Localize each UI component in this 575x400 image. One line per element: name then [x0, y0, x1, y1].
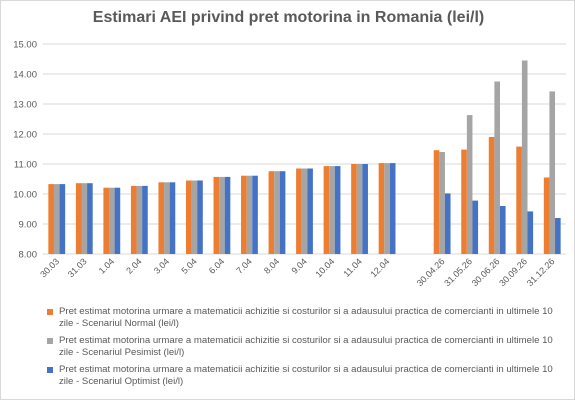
bar-pesimist — [329, 166, 335, 254]
bar-optimist — [197, 180, 203, 254]
x-tick-label: 30.04.26 — [415, 256, 447, 288]
bar-pesimist — [466, 115, 473, 254]
bar-optimist — [224, 176, 231, 254]
bar-pesimist — [109, 187, 115, 254]
legend-item-pesimist: Pret estimat motorina urmare a matematic… — [47, 335, 569, 359]
bar-optimist — [114, 187, 121, 254]
x-tick-label: 31.12.26 — [525, 256, 557, 288]
x-tick-label: 6.04 — [207, 256, 226, 275]
chart-title: Estimari AEI privind pret motorina in Ro… — [92, 9, 485, 26]
bar-normal — [185, 180, 192, 254]
bar-normal — [488, 137, 495, 254]
bar-normal — [103, 187, 110, 254]
x-tick-label: 30.03 — [38, 256, 61, 279]
bar-optimist — [252, 175, 258, 254]
bar-normal — [296, 168, 302, 254]
bar-optimist — [527, 211, 534, 254]
bar-normal — [48, 184, 54, 254]
y-tick-label: 15.00 — [13, 40, 37, 51]
x-tick-label: 3.04 — [152, 256, 171, 275]
bar-pesimist — [164, 182, 170, 254]
bar-pesimist — [356, 164, 363, 254]
bar-pesimist — [191, 180, 198, 254]
bar-normal — [461, 149, 467, 254]
bar-pesimist — [301, 168, 308, 254]
bar-optimist — [499, 206, 506, 254]
legend-swatch — [47, 367, 53, 373]
bar-pesimist — [274, 171, 280, 254]
x-tick-label: 11.04 — [341, 256, 364, 279]
bar-optimist — [472, 200, 479, 254]
bar-pesimist — [219, 176, 225, 254]
y-tick-label: 13.00 — [13, 100, 37, 111]
bar-pesimist — [494, 81, 500, 254]
y-tick-label: 11.00 — [14, 160, 37, 171]
legend-item-optimist: Pret estimat motorina urmare a matematic… — [47, 364, 569, 388]
legend-label: Pret estimat motorina urmare a matematic… — [59, 335, 553, 358]
y-tick-label: 14.00 — [13, 70, 37, 81]
bar-optimist — [334, 166, 341, 254]
bar-optimist — [555, 218, 561, 254]
bar-pesimist — [384, 163, 390, 254]
bar-normal — [433, 150, 440, 254]
bar-normal — [130, 185, 137, 254]
bar-pesimist — [81, 183, 88, 254]
x-tick-label: 7.04 — [234, 256, 253, 275]
legend-item-normal: Pret estimat motorina urmare a matematic… — [47, 306, 569, 330]
bar-normal — [516, 146, 522, 254]
x-tick-label: 1.04 — [97, 256, 116, 275]
bar-normal — [241, 175, 247, 254]
x-tick-label: 30.06.26 — [470, 256, 502, 288]
bar-optimist — [444, 193, 451, 254]
x-tick-label: 10.04 — [313, 256, 336, 279]
bar-normal — [351, 164, 357, 254]
bar-pesimist — [136, 185, 143, 254]
legend-label: Pret estimat motorina urmare a matematic… — [59, 364, 553, 387]
bar-normal — [323, 166, 330, 254]
legend-swatch — [47, 338, 53, 344]
bar-pesimist — [246, 175, 253, 254]
bar-pesimist — [549, 91, 556, 255]
bar-optimist — [389, 163, 396, 254]
bar-normal — [268, 171, 275, 254]
y-tick-label: 9.00 — [19, 220, 38, 231]
bar-pesimist — [521, 60, 528, 254]
bar-optimist — [169, 182, 176, 254]
bar-optimist — [59, 184, 66, 254]
x-tick-label: 2.04 — [124, 256, 143, 275]
bar-pesimist — [53, 184, 60, 254]
bar-pesimist — [439, 152, 445, 254]
y-tick-label: 12.00 — [13, 130, 37, 141]
legend-label: Pret estimat motorina urmare a matematic… — [59, 306, 553, 329]
bar-normal — [158, 182, 165, 254]
bar-normal — [543, 177, 550, 254]
x-tick-label: 31.03 — [66, 256, 89, 279]
x-tick-label: 12.04 — [368, 256, 391, 279]
x-tick-label: 31.05.26 — [442, 256, 474, 288]
x-tick-label: 30.09.26 — [497, 256, 529, 288]
bar-normal — [378, 163, 385, 254]
y-tick-label: 10.00 — [13, 190, 37, 201]
x-tick-label: 8.04 — [262, 256, 281, 275]
x-tick-label: 9.04 — [289, 256, 308, 275]
bar-optimist — [307, 168, 313, 254]
bar-optimist — [142, 185, 148, 254]
x-tick-label: 5.04 — [179, 256, 198, 275]
bar-optimist — [87, 183, 93, 254]
bar-normal — [75, 183, 82, 254]
bar-optimist — [279, 171, 286, 254]
legend-swatch — [47, 309, 53, 315]
y-tick-label: 8.00 — [19, 250, 38, 261]
bar-normal — [213, 176, 220, 254]
bar-optimist — [362, 164, 368, 254]
chart-legend: Pret estimat motorina urmare a matematic… — [47, 306, 569, 393]
